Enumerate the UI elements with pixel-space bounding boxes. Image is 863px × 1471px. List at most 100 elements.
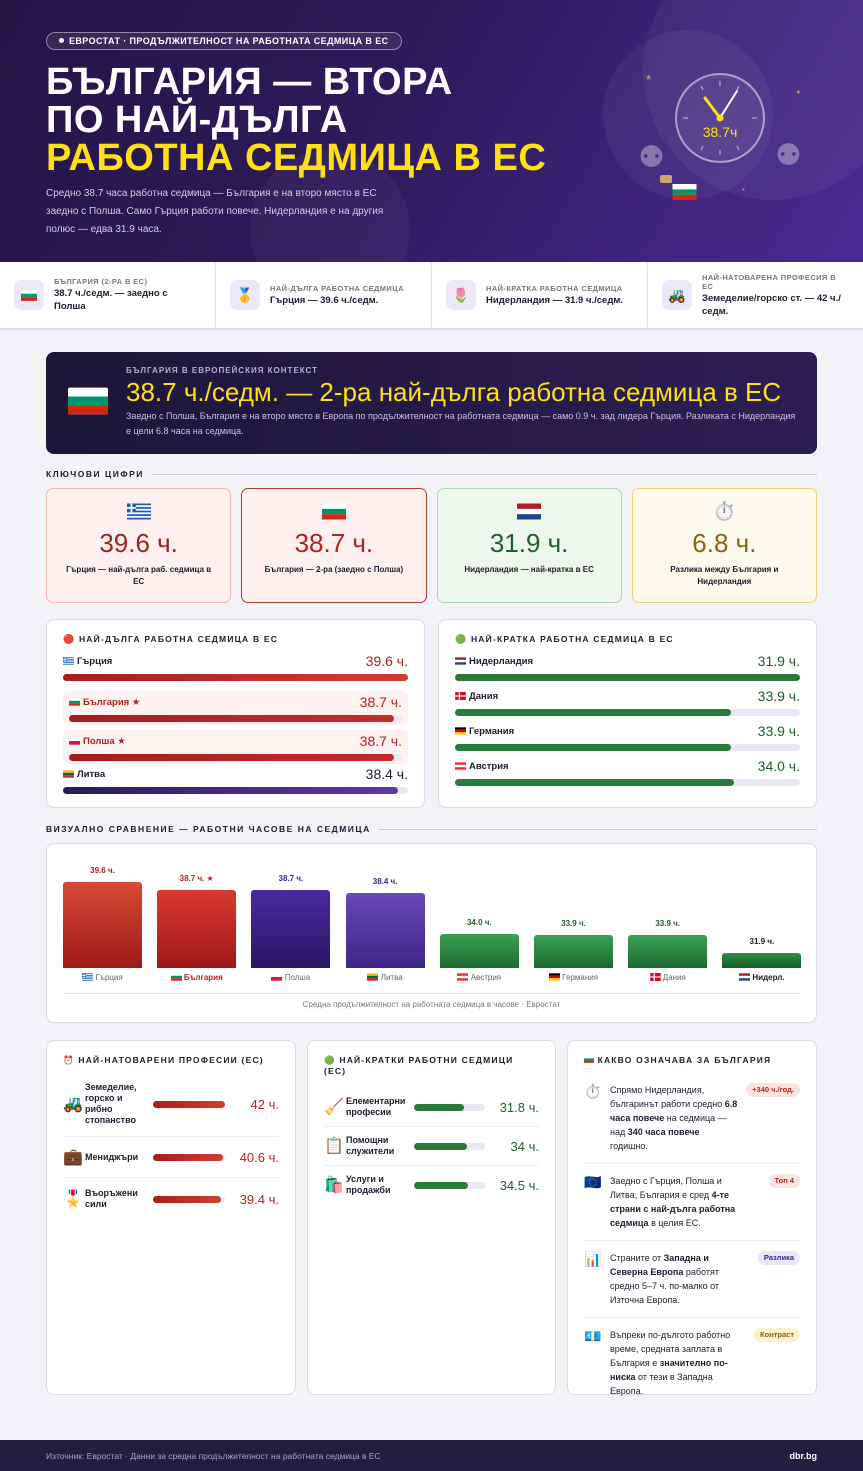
profession-value: 34.5 ч. (499, 1177, 539, 1193)
bar-chart-icon: 📊 (584, 1251, 602, 1267)
bar-row-bg: България ★ 38.7 ч. (63, 691, 408, 725)
de-flag-icon (455, 727, 466, 735)
profession-name: Услуги и продажби (346, 1174, 391, 1195)
profession-fill (153, 1153, 223, 1161)
red-dot-icon: 🔴 (63, 634, 76, 644)
bar-row-pl: Полша ★ 38.7 ч. (63, 730, 408, 764)
meaning-item: 💶 Въпреки по-дългото работно време, средн… (584, 1318, 800, 1408)
bg-flag-icon (69, 698, 80, 706)
profession-row: 🎖️ Въоръжени сили 39.4 ч. (63, 1178, 279, 1220)
profession-track (414, 1181, 485, 1189)
profession-name: Въоръжени сили (85, 1188, 138, 1209)
bar-fill (63, 674, 408, 681)
footer: Източник: Евростат · Данни за средна про… (0, 1440, 863, 1471)
stat-item: 🚜 НАЙ-НАТОВАРЕНА ПРОФЕСИЯ В ЕС Земеделие/… (648, 262, 863, 328)
chart-bar-at: 34.0 ч. Австрия (439, 918, 519, 982)
stat-item: 🥇 НАЙ-ДЪЛГА РАБОТНА СЕДМИЦА Гърция — 39.6… (216, 262, 432, 328)
chart-bar-value: 38.7 ч. (278, 874, 304, 884)
bar-track (63, 787, 408, 794)
profession-name: Елементарни професии (346, 1096, 406, 1117)
lt-flag-icon (367, 973, 379, 981)
bulgaria-flag-icon (321, 503, 346, 520)
kpi-card-difference: ⏱️ 6.8 ч. Разлика между България и Нидер… (631, 488, 817, 603)
green-dot-icon: 🟢 (324, 1055, 336, 1065)
profession-name: Мениджъри (85, 1151, 139, 1162)
clock-icon: 38.7ч (675, 73, 765, 163)
chart-bar-value: 33.9 ч. (561, 918, 586, 928)
kpi-card-bulgaria: 38.7 ч. България — 2-ра (заедно с Полша) (241, 488, 427, 603)
broom-icon: 🧹 (324, 1099, 344, 1116)
meaning-item: 🇪🇺 Заедно с Гърция, Полша и Литва, Българ… (584, 1164, 800, 1241)
clock-value: 38.7ч (702, 124, 738, 140)
bar-value: 31.9 ч. (757, 653, 800, 669)
professions-short-panel: 🟢 НАЙ-КРАТКИ РАБОТНИ СЕДМИЦИ (ЕС) 🧹 Елеме… (307, 1040, 556, 1395)
at-flag-icon (455, 762, 466, 770)
chart-bar-dk: 33.9 ч. Дания (628, 919, 708, 982)
bar-track (455, 709, 800, 716)
stopwatch-icon: ⏱️ (584, 1083, 602, 1099)
gr-flag-icon (63, 657, 74, 665)
chart-bar-label: Германия (524, 973, 623, 982)
worker-icon: ⚉ (775, 139, 802, 172)
bar-track (63, 674, 408, 681)
pl-flag-icon (69, 737, 80, 745)
shortest-panel: 🟢 НАЙ-КРАТКА РАБОТНА СЕДМИЦА В ЕС Нидерл… (438, 619, 817, 808)
chart-caption: Средна продължителност на работната седм… (302, 1000, 561, 1009)
profession-name: Земеделие, горско и рибно стопанство (85, 1082, 137, 1125)
profession-fill (414, 1181, 469, 1189)
lt-flag-icon (63, 770, 74, 778)
chart-bar-value: 38.4 ч. (372, 877, 398, 887)
profession-fill (414, 1103, 464, 1111)
stopwatch-icon: ⏱️ (713, 501, 736, 521)
chart-bar-fill (534, 934, 613, 968)
stat-item: 🌷 НАЙ-КРАТКА РАБОТНА СЕДМИЦА Нидерландия … (432, 262, 648, 328)
bar-value: 33.9 ч. (757, 723, 800, 739)
chart-bar-label: Дания (618, 973, 717, 982)
profession-row: 🛍️ Услуги и продажби 34.5 ч. (324, 1166, 539, 1204)
bar-fill (69, 715, 395, 722)
context-text: Заедно с Полша, България е на второ мяст… (126, 411, 796, 436)
meaning-text: Спрямо Нидерландия, българинът работи ср… (610, 1085, 738, 1151)
chart-bar-fill (722, 953, 802, 968)
gold-medal-icon: 🥇 (230, 280, 260, 310)
at-flag-icon (457, 973, 469, 981)
bar-track (455, 744, 800, 751)
netherlands-flag-icon (517, 503, 542, 520)
tractor-icon: 🚜 (63, 1096, 83, 1113)
profession-value: 39.4 ч. (239, 1191, 279, 1207)
meaning-badge: Разлика (757, 1251, 800, 1265)
profession-track (153, 1195, 225, 1203)
bar-fill (455, 709, 731, 716)
alarm-clock-icon: ⏰ (63, 1055, 75, 1065)
dk-flag-icon (649, 973, 661, 981)
eu-flag-icon: 🇪🇺 (584, 1174, 602, 1190)
chart-bar-label: Литва (336, 973, 435, 982)
chart-bar-label: Гърция (53, 973, 152, 982)
chart-bar-fill (628, 934, 708, 968)
chart-bar-lt: 38.4 ч. Литва (345, 877, 425, 982)
chart-bar-value: 38.7 ч. ★ (179, 874, 214, 884)
chart-bar-fill (63, 882, 142, 968)
meaning-item: 📊 Страните от Западна и Северна Европа ра… (584, 1241, 800, 1318)
bulgaria-flag-icon (672, 184, 697, 200)
de-flag-icon (548, 973, 560, 981)
profession-value: 31.8 ч. (499, 1099, 539, 1115)
profession-track (414, 1142, 485, 1150)
bar-track (455, 674, 800, 681)
longest-panel: 🔴 НАЙ-ДЪЛГА РАБОТНА СЕДМИЦА В ЕС Гърция 3… (46, 619, 425, 808)
profession-row: 🧹 Елементарни професии 31.8 ч. (324, 1088, 539, 1127)
chart-bar-pl: 38.7 ч. Полша (251, 874, 331, 982)
nl-flag-icon (739, 973, 751, 981)
profession-fill (414, 1142, 468, 1150)
bar-track (69, 754, 402, 761)
chart-bar-label: Полша (241, 973, 340, 982)
gr-flag-icon (82, 973, 94, 981)
context-banner: БЪЛГАРИЯ В ЕВРОПЕЙСКИЯ КОНТЕКСТ 38.7 ч./… (46, 352, 817, 454)
meaning-panel: КАКВО ОЗНАЧАВА ЗА БЪЛГАРИЯ ⏱️ Спрямо Ниде… (567, 1040, 817, 1396)
pl-flag-icon (271, 973, 283, 981)
bar-value: 38.7 ч. (359, 733, 402, 749)
profession-track (153, 1153, 225, 1161)
hero-banner: ЕВРОСТАТ · ПРОДЪЛЖИТЕЛНОСТ НА РАБОТНАТА … (0, 0, 863, 262)
meaning-text: Заедно с Гърция, Полша и Литва, България… (610, 1176, 736, 1228)
footer-brand-link[interactable]: dbr.bg (789, 1450, 818, 1461)
